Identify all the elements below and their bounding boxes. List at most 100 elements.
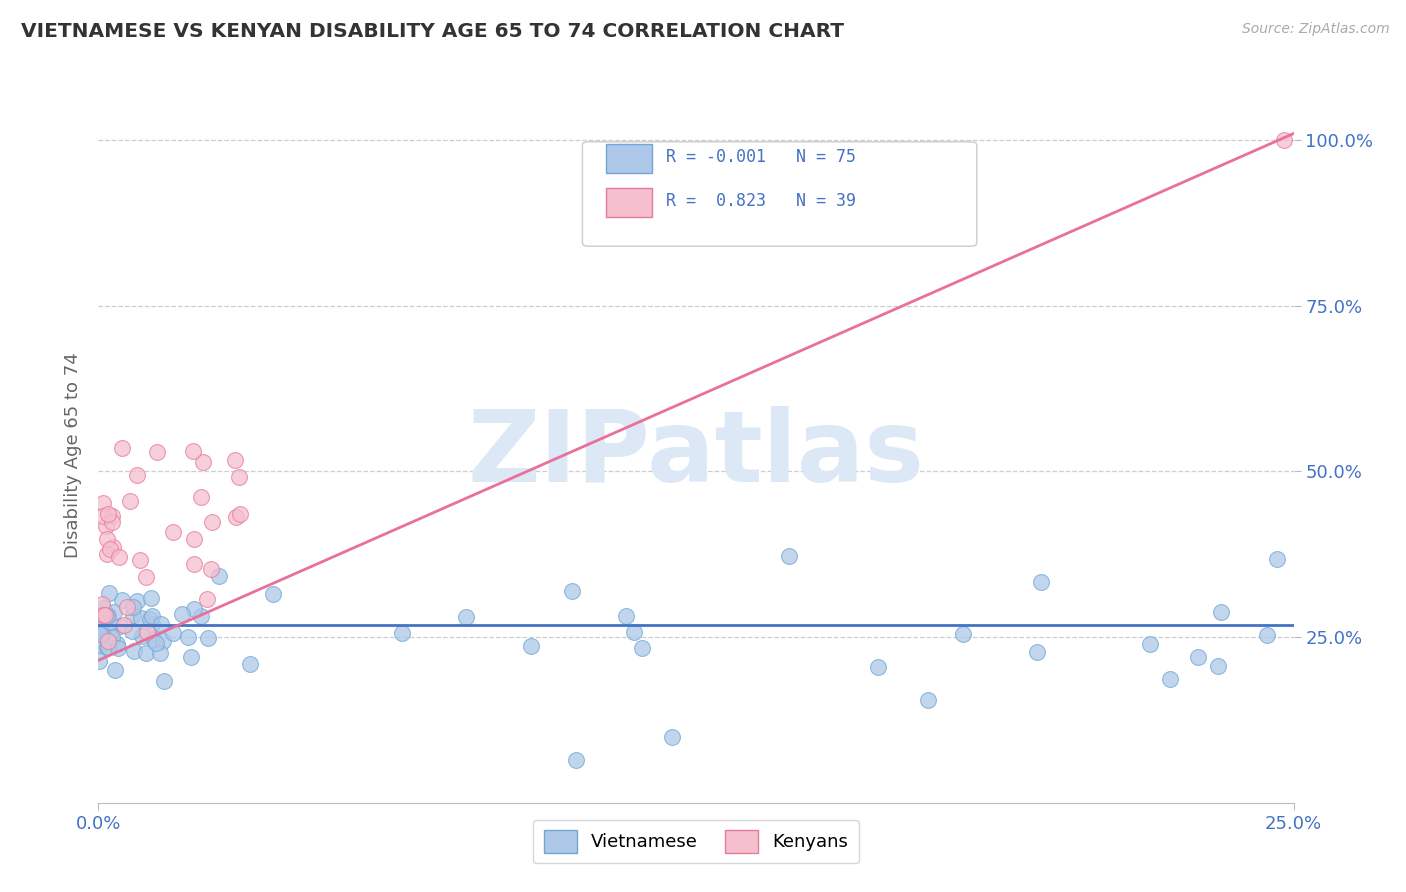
Point xyxy=(107,641,129,656)
Point xyxy=(1187,650,1209,665)
Point xyxy=(630,640,652,655)
Point xyxy=(96,532,118,546)
Text: Source: ZipAtlas.com: Source: ZipAtlas.com xyxy=(1241,22,1389,37)
Point xyxy=(150,617,173,632)
Text: ZIPatlas: ZIPatlas xyxy=(468,407,924,503)
Point xyxy=(98,615,121,629)
Point xyxy=(98,626,121,640)
Point xyxy=(90,624,112,639)
Point xyxy=(100,515,122,529)
Point xyxy=(520,639,543,653)
Point xyxy=(91,607,114,621)
Point xyxy=(868,659,890,673)
Point xyxy=(94,519,117,533)
Point xyxy=(917,692,939,706)
Point xyxy=(197,591,219,606)
Point xyxy=(180,649,202,664)
Text: VIETNAMESE VS KENYAN DISABILITY AGE 65 TO 74 CORRELATION CHART: VIETNAMESE VS KENYAN DISABILITY AGE 65 T… xyxy=(21,22,844,41)
Point xyxy=(145,636,167,650)
Point xyxy=(201,515,224,529)
Point xyxy=(94,612,117,626)
Point xyxy=(89,614,111,628)
Point xyxy=(118,493,141,508)
Point xyxy=(162,626,184,640)
Point xyxy=(262,587,284,601)
Point xyxy=(1159,672,1181,686)
Point xyxy=(96,640,118,654)
Point xyxy=(190,609,212,624)
Point xyxy=(107,549,129,564)
Point xyxy=(139,612,162,626)
Text: R = -0.001   N = 75: R = -0.001 N = 75 xyxy=(666,148,856,166)
Point xyxy=(135,646,157,660)
Point xyxy=(111,442,134,456)
Point xyxy=(91,601,114,615)
Point xyxy=(96,607,118,622)
Point xyxy=(91,627,114,641)
Point xyxy=(454,610,477,624)
Point xyxy=(778,549,800,563)
Point xyxy=(149,647,172,661)
Point xyxy=(101,541,124,555)
Point xyxy=(90,597,112,611)
Point xyxy=(1031,575,1053,590)
Point xyxy=(98,586,121,600)
Point xyxy=(101,508,124,523)
Point xyxy=(97,508,120,522)
Point xyxy=(131,610,153,624)
Point xyxy=(1256,628,1278,642)
Point xyxy=(1206,658,1229,673)
Point xyxy=(141,591,163,606)
Point xyxy=(125,594,148,608)
Point xyxy=(91,607,114,622)
Point xyxy=(141,616,163,631)
Point xyxy=(103,605,125,619)
Point xyxy=(1265,552,1288,566)
Point xyxy=(141,609,163,624)
Point xyxy=(565,753,588,767)
Point xyxy=(97,607,120,622)
Point xyxy=(91,496,114,510)
FancyBboxPatch shape xyxy=(582,142,977,246)
Point xyxy=(197,631,219,645)
Point xyxy=(121,624,143,639)
Point xyxy=(87,620,110,634)
Point xyxy=(153,673,176,688)
Y-axis label: Disability Age 65 to 74: Disability Age 65 to 74 xyxy=(63,352,82,558)
Point xyxy=(98,541,121,556)
Point xyxy=(124,644,146,658)
Point xyxy=(224,453,246,467)
Point xyxy=(108,619,131,633)
Point xyxy=(152,633,174,648)
Point xyxy=(225,509,247,524)
Point xyxy=(125,467,148,482)
Point xyxy=(115,599,138,614)
Point xyxy=(614,609,637,624)
Point xyxy=(145,444,167,458)
Point xyxy=(93,608,115,623)
Point xyxy=(190,491,212,505)
Text: R =  0.823   N = 39: R = 0.823 N = 39 xyxy=(666,192,856,210)
Point xyxy=(96,634,118,648)
Point xyxy=(93,509,115,524)
Point xyxy=(89,637,111,651)
Point xyxy=(89,654,111,668)
Point xyxy=(191,455,214,469)
Point xyxy=(229,507,252,521)
Point xyxy=(177,630,200,644)
Point xyxy=(183,557,205,571)
Point xyxy=(111,592,134,607)
Point xyxy=(183,602,205,616)
Point xyxy=(162,525,184,540)
Point xyxy=(89,626,111,640)
Point xyxy=(952,627,974,641)
Point xyxy=(122,608,145,623)
Point xyxy=(121,599,143,614)
Point xyxy=(105,637,128,651)
Legend: Vietnamese, Kenyans: Vietnamese, Kenyans xyxy=(533,820,859,863)
Point xyxy=(104,663,127,677)
Point xyxy=(181,444,204,458)
Point xyxy=(1139,637,1161,651)
Point xyxy=(136,624,159,639)
Point xyxy=(391,626,413,640)
